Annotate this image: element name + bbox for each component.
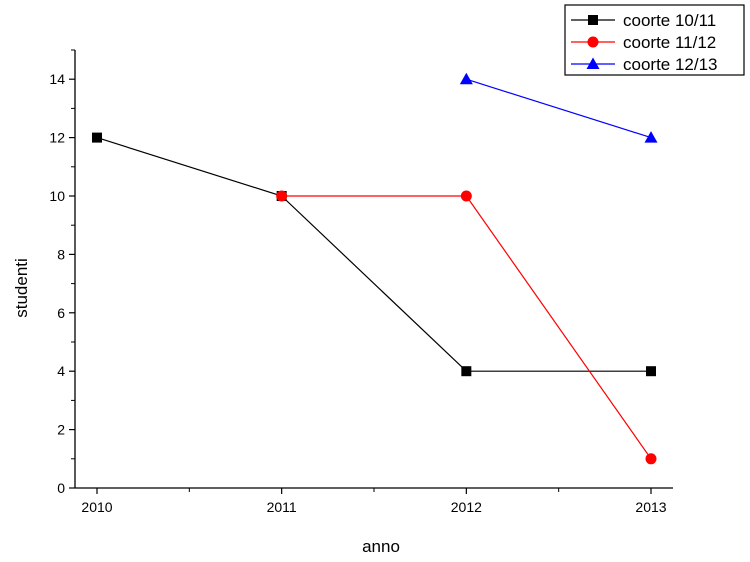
data-point xyxy=(92,132,102,143)
series-2 xyxy=(276,190,657,465)
y-tick-label: 6 xyxy=(57,305,65,321)
data-point xyxy=(460,190,472,202)
x-tick-label: 2011 xyxy=(267,499,297,515)
series-layer xyxy=(92,72,658,465)
series-3 xyxy=(459,72,658,143)
legend: coorte 10/11 coorte 11/12 coorte 12/13 xyxy=(564,4,745,76)
legend-marker xyxy=(587,36,599,48)
data-point xyxy=(646,366,656,377)
legend-item: coorte 10/11 xyxy=(571,11,716,30)
legend-label: coorte 11/12 xyxy=(623,33,716,52)
data-point xyxy=(461,366,472,377)
axis-ticks: 2010 2011 2012 2013 0 2 4 6 8 10 12 14 xyxy=(49,49,667,515)
legend-marker xyxy=(586,57,600,69)
data-point xyxy=(459,72,473,85)
data-point xyxy=(276,190,288,202)
legend-label: coorte 10/11 xyxy=(623,11,716,30)
legend-item: coorte 11/12 xyxy=(571,33,716,52)
y-tick-label: 8 xyxy=(57,246,65,262)
series-1 xyxy=(92,132,656,377)
series-line xyxy=(96,137,651,372)
series-line xyxy=(281,195,652,460)
x-tick-label: 2013 xyxy=(635,499,666,515)
y-tick-label: 4 xyxy=(57,363,65,379)
legend-marker xyxy=(588,15,598,25)
y-tick-label: 0 xyxy=(57,480,65,496)
y-tick-label: 2 xyxy=(57,422,65,438)
x-axis-title: anno xyxy=(362,537,400,556)
data-point xyxy=(645,453,657,465)
y-axis-title: studenti xyxy=(12,258,31,318)
x-tick-label: 2012 xyxy=(451,499,482,515)
data-point xyxy=(644,131,658,143)
x-tick-label: 2010 xyxy=(81,499,112,515)
legend-label: coorte 12/13 xyxy=(623,55,718,74)
y-tick-label: 12 xyxy=(49,130,65,146)
y-tick-label: 10 xyxy=(49,188,65,204)
y-tick-label: 14 xyxy=(49,71,65,87)
legend-item: coorte 12/13 xyxy=(571,55,718,74)
series-line xyxy=(466,78,652,139)
